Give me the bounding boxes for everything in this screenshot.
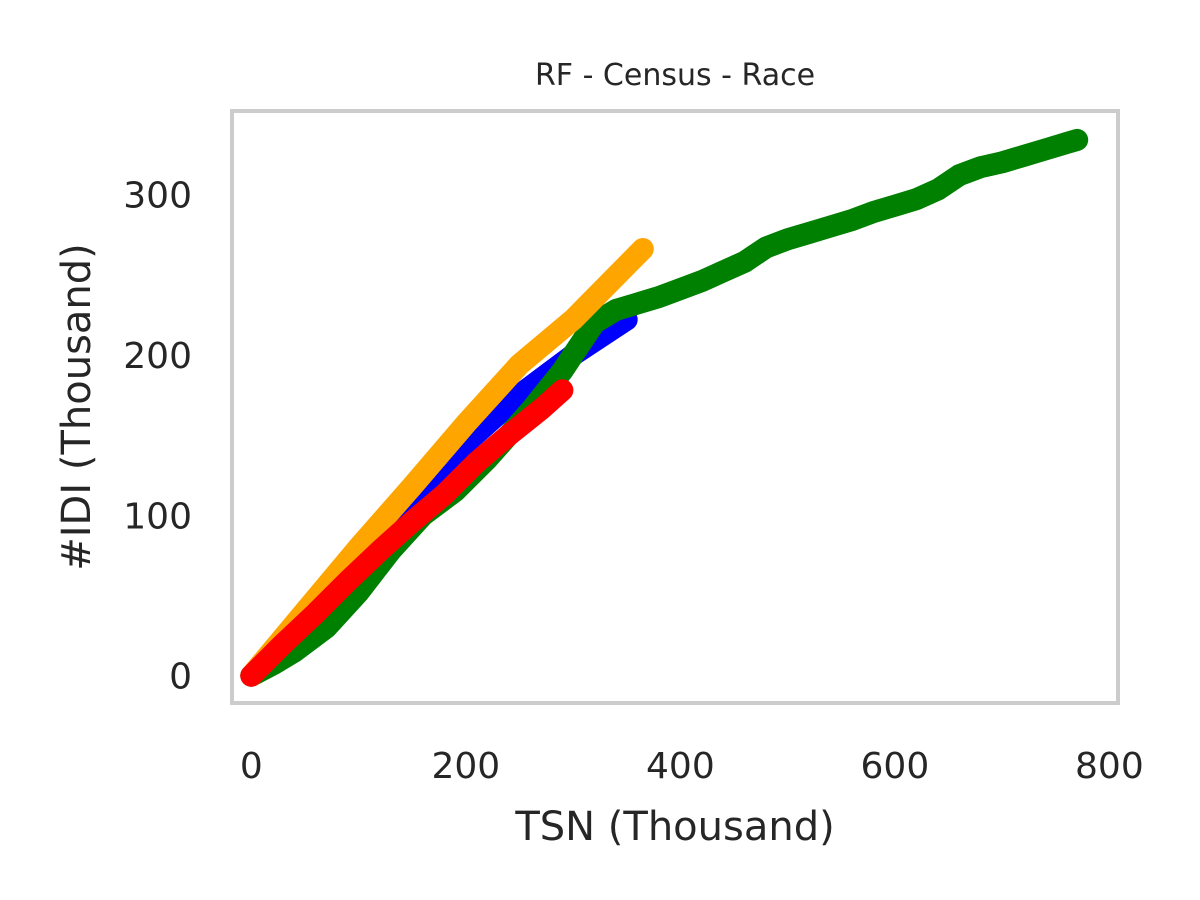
chart-title: RF - Census - Race (535, 58, 815, 93)
x-tick-labels: 0 200 400 600 800 (240, 746, 1144, 787)
y-tick-labels: 0 100 200 300 (123, 175, 192, 697)
y-tick-label: 200 (123, 336, 192, 377)
y-axis-label: #IDI (Thousand) (54, 243, 100, 571)
plot-lines (240, 128, 1089, 687)
x-tick-label: 200 (431, 746, 500, 787)
y-tick-label: 300 (123, 175, 192, 216)
y-tick-label: 0 (169, 657, 192, 698)
plot-frame (230, 109, 1120, 705)
series-line-3 (240, 379, 574, 687)
x-tick-label: 400 (646, 746, 715, 787)
x-tick-label: 800 (1075, 746, 1144, 787)
y-tick-label: 100 (123, 496, 192, 537)
x-axis-label: TSN (Thousand) (514, 804, 834, 850)
x-tick-label: 600 (861, 746, 930, 787)
x-tick-label: 0 (240, 746, 263, 787)
